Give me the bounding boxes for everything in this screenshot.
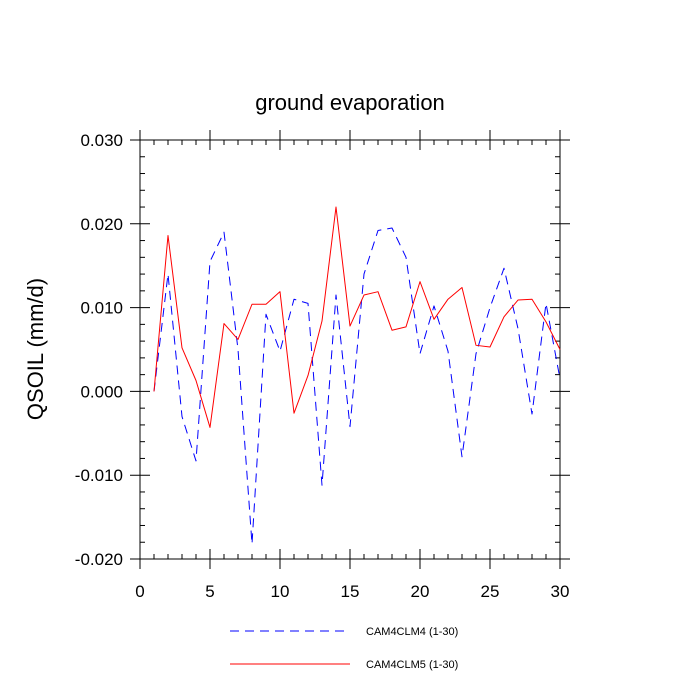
x-tick-label: 5 xyxy=(205,582,214,601)
legend-label: CAM4CLM4 (1-30) xyxy=(366,626,458,638)
series-lines xyxy=(153,206,561,545)
plot-frame xyxy=(139,139,561,560)
legend-label: CAM4CLM5 (1-30) xyxy=(366,659,458,671)
y-tick-label: 0.020 xyxy=(80,215,123,234)
y-tick-label: -0.010 xyxy=(75,466,123,485)
y-tick-label: 0.030 xyxy=(80,131,123,150)
y-tick-label: 0.010 xyxy=(80,299,123,318)
minor-ticks xyxy=(140,140,560,559)
x-tick-label: 10 xyxy=(271,582,290,601)
series-line-2 xyxy=(153,206,561,428)
x-tick-label: 25 xyxy=(481,582,500,601)
chart-title: ground evaporation xyxy=(255,90,445,115)
y-tick-label: 0.000 xyxy=(80,382,123,401)
y-tick-label: -0.020 xyxy=(75,550,123,569)
x-tick-label: 0 xyxy=(135,582,144,601)
major-ticks xyxy=(130,130,570,569)
series-line-1 xyxy=(153,227,561,545)
legend: CAM4CLM4 (1-30) CAM4CLM5 (1-30) xyxy=(230,626,458,671)
x-tick-labels: 0 5 10 15 20 25 30 xyxy=(135,582,569,601)
x-tick-label: 15 xyxy=(341,582,360,601)
y-tick-labels: -0.020 -0.010 0.000 0.010 0.020 0.030 xyxy=(75,131,123,569)
x-tick-label: 20 xyxy=(411,582,430,601)
y-axis-label: QSOIL (mm/d) xyxy=(23,278,48,420)
x-tick-label: 30 xyxy=(551,582,570,601)
